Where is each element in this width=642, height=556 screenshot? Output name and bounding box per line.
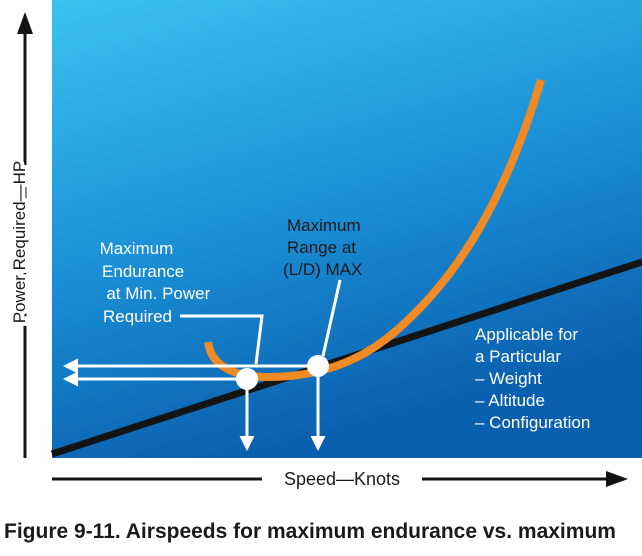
figure-caption: Figure 9-11. Airspeeds for maximum endur… <box>4 520 616 543</box>
max-range-label: Maximum Range at (L/D) MAX <box>283 216 365 279</box>
y-axis-arrowhead <box>17 12 33 34</box>
applicable-line-2: a Particular <box>475 347 561 366</box>
max-range-line-3: (L/D) MAX <box>283 260 362 279</box>
applicable-line-3: – Weight <box>475 369 542 388</box>
airspeed-diagram: Power Required—HP Speed—Knots Maximum En… <box>10 0 642 489</box>
endurance-leader-line <box>180 314 264 365</box>
max-endurance-line-2: Endurance <box>102 262 184 281</box>
y-axis-label: Power Required—HP <box>10 161 29 324</box>
max-endurance-line-3: at Min. Power <box>106 284 210 303</box>
range-leader-line <box>321 279 342 357</box>
max-endurance-line-4: Required <box>103 307 172 326</box>
max-range-line-2: Range at <box>287 238 356 257</box>
x-axis-label: Speed—Knots <box>284 469 400 489</box>
applicable-label: Applicable for a Particular – Weight – A… <box>475 325 590 432</box>
max-endurance-line-1: Maximum <box>100 239 174 258</box>
max-endurance-label: Maximum Endurance at Min. Power Required <box>100 239 215 326</box>
max-range-point <box>307 355 329 377</box>
applicable-line-5: – Configuration <box>475 413 590 432</box>
chart-panel <box>52 0 642 458</box>
x-axis-arrowhead <box>606 471 628 487</box>
max-range-line-1: Maximum <box>287 216 361 235</box>
applicable-line-1: Applicable for <box>475 325 578 344</box>
applicable-line-4: – Altitude <box>475 391 545 410</box>
max-endurance-point <box>236 368 258 390</box>
